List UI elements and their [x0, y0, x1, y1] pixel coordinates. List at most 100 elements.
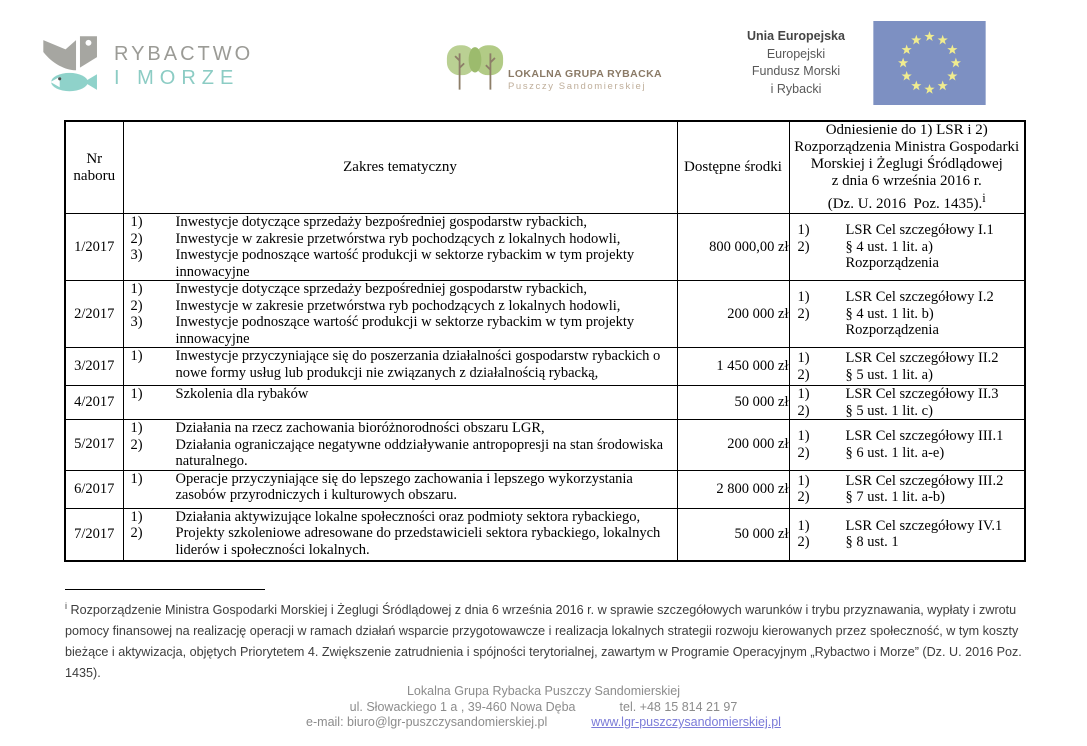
topics-cell: 1) Działania aktywizujące lokalne społecz…: [122, 507, 678, 562]
reference-cell: 1) LSR Cel szczegółowy III.1 2) § 6 ust. 1…: [788, 419, 1026, 471]
topic-text: Działania ograniczające negatywne oddzia…: [175, 436, 664, 470]
topic-marker: 1): [130, 420, 143, 436]
topic-text: Działania na rzecz zachowania bioróżnoro…: [175, 420, 545, 436]
ref-text: § 4 ust. 1 lit. a) Rozporządzenia: [845, 238, 939, 272]
funds-cell: 50 000 zł: [676, 507, 790, 562]
topic-text: Projekty szkoleniowe adresowane do przed…: [175, 525, 661, 558]
topic-text: Operacje przyczyniające się do lepszego …: [175, 470, 633, 504]
topic-marker: 2): [130, 230, 143, 247]
call-number: 5/2017: [64, 419, 124, 471]
ref-text: LSR Cel szczegółowy II.2: [845, 350, 999, 366]
ref-marker: 1): [797, 350, 810, 366]
call-number: 4/2017: [64, 385, 124, 420]
table-row: 1/2017 1) Inwestycje dotyczące sprzedaży …: [64, 213, 1026, 281]
ref-marker: 1): [797, 428, 810, 445]
ref-text: LSR Cel szczegółowy I.1: [845, 222, 994, 239]
reference-cell: 1) LSR Cel szczegółowy III.2 2) § 7 ust. 1…: [788, 469, 1026, 509]
topics-cell: 1) Operacje przyczyniające się do lepszeg…: [122, 469, 678, 509]
ref-marker: 2): [797, 366, 810, 383]
table-row: 6/2017 1) Operacje przyczyniające się do …: [64, 469, 1026, 509]
funds-cell: 1 450 000 zł: [676, 347, 790, 386]
ref-marker: 2): [797, 238, 810, 255]
boat-and-fish-icon: [43, 36, 97, 92]
footnote-text: i Rozporządzenie Ministra Gospodarki Mor…: [65, 601, 1022, 681]
topic-text: Szkolenia dla rybaków: [175, 386, 309, 402]
table-row: 2/2017 1) Inwestycje dotyczące sprzedaży …: [64, 280, 1026, 348]
topic-marker: 1): [130, 508, 143, 525]
funds-cell: 800 000,00 zł: [676, 213, 790, 281]
ref-marker: 2): [797, 489, 810, 505]
ref-marker: 2): [797, 534, 810, 551]
topic-marker: 1): [130, 214, 143, 230]
col-header-nr: Nr naboru: [64, 120, 124, 214]
calls-table: Nr naboru Zakres tematyczny Dostępne śro…: [64, 120, 1026, 562]
footer-contact-line: e-mail: biuro@lgr-puszczysandomierskiej.…: [0, 715, 1087, 731]
eu-line1: Unia Europejska: [747, 29, 845, 43]
topic-text: Inwestycje podnoszące wartość produkcji …: [175, 247, 635, 280]
ref-marker: 2): [797, 402, 810, 419]
topics-cell: 1) Działania na rzecz zachowania bioróżno…: [122, 419, 678, 471]
footnote-divider: [65, 589, 265, 590]
eu-line3: Fundusz Morski: [751, 64, 841, 78]
ref-text: LSR Cel szczegółowy I.2: [845, 289, 994, 306]
table-row: 4/2017 1) Szkolenia dla rybaków 50 000 zł…: [64, 385, 1026, 420]
logo-lgr-line2: Puszczy Sandomierskiej: [508, 81, 647, 92]
topics-cell: 1) Inwestycje dotyczące sprzedaży bezpośr…: [122, 280, 678, 348]
eu-line2: Europejski: [766, 46, 826, 61]
topic-marker: 3): [130, 247, 143, 263]
topic-text: Działania aktywizujące lokalne społeczno…: [175, 508, 641, 525]
table-row: 5/2017 1) Działania na rzecz zachowania b…: [64, 419, 1026, 471]
call-number: 2/2017: [64, 280, 124, 348]
table-header-row: Nr naboru Zakres tematyczny Dostępne śro…: [64, 120, 1026, 214]
reference-cell: 1) LSR Cel szczegółowy II.3 2) § 5 ust. 1 …: [788, 385, 1026, 420]
call-number: 3/2017: [64, 347, 124, 386]
ref-marker: 2): [797, 444, 810, 461]
col-header-ref: Odniesienie do 1) LSR i 2) Rozporządzeni…: [788, 120, 1026, 214]
call-number: 1/2017: [64, 213, 124, 281]
ref-marker: 1): [797, 472, 810, 489]
topics-cell: 1) Szkolenia dla rybaków: [122, 385, 678, 420]
topic-text: Inwestycje przyczyniające się do poszerz…: [175, 348, 661, 381]
topic-text: Inwestycje w zakresie przetwórstwa ryb p…: [175, 297, 621, 314]
eu-line4: i Rybacki: [770, 81, 822, 96]
topic-marker: 2): [130, 297, 143, 314]
topic-text: Inwestycje dotyczące sprzedaży bezpośred…: [175, 214, 587, 230]
reference-cell: 1) LSR Cel szczegółowy I.1 2) § 4 ust. 1 l…: [788, 213, 1026, 281]
ref-text: § 6 ust. 1 lit. a-e): [845, 444, 945, 461]
footer-email: e-mail: biuro@lgr-puszczysandomierskiej.…: [306, 715, 548, 729]
ref-marker: 2): [797, 305, 810, 322]
reference-cell: 1) LSR Cel szczegółowy I.2 2) § 4 ust. 1 l…: [788, 280, 1026, 348]
ref-text: § 7 ust. 1 lit. a-b): [845, 489, 945, 505]
ref-text: LSR Cel szczegółowy III.2: [845, 472, 1004, 489]
topic-marker: 2): [130, 525, 143, 541]
logo-rybactwo-line1: RYBACTWO: [114, 43, 254, 65]
footnote-ref-marker: i: [982, 191, 986, 205]
ref-text: § 5 ust. 1 lit. c): [845, 402, 933, 419]
topic-marker: 1): [130, 348, 143, 364]
funds-cell: 50 000 zł: [676, 385, 790, 420]
funds-cell: 2 800 000 zł: [676, 469, 790, 509]
ref-text: LSR Cel szczegółowy IV.1: [845, 517, 1003, 534]
footer-website-link[interactable]: www.lgr-puszczysandomierskiej.pl: [591, 715, 781, 729]
topic-marker: 2): [130, 436, 143, 453]
ref-marker: 1): [797, 222, 810, 239]
page-footer: Lokalna Grupa Rybacka Puszczy Sandomiers…: [0, 684, 1087, 731]
reference-cell: 1) LSR Cel szczegółowy IV.1 2) § 8 ust. 1: [788, 507, 1026, 562]
footer-phone: tel. +48 15 814 21 97: [619, 699, 738, 714]
topic-marker: 1): [130, 470, 143, 487]
ref-text: LSR Cel szczegółowy II.3: [845, 386, 999, 402]
funds-cell: 200 000 zł: [676, 280, 790, 348]
footnote-marker: i: [65, 601, 67, 611]
logo-lgr-line1: LOKALNA GRUPA RYBACKA: [508, 68, 663, 80]
eu-fund-text: Unia Europejska Europejski Fundusz Morsk…: [736, 28, 856, 98]
rybactwo-i-morze-logo: RYBACTWO I MORZE: [42, 28, 257, 108]
ref-marker: 1): [797, 289, 810, 306]
ref-text: § 8 ust. 1: [845, 534, 899, 551]
ref-text: § 5 ust. 1 lit. a): [845, 366, 933, 383]
topic-marker: 1): [130, 386, 143, 402]
topic-marker: 1): [130, 281, 143, 297]
ref-marker: 1): [797, 386, 810, 402]
topics-cell: 1) Inwestycje przyczyniające się do posze…: [122, 347, 678, 386]
logo-rybactwo-line2: I MORZE: [114, 67, 240, 89]
